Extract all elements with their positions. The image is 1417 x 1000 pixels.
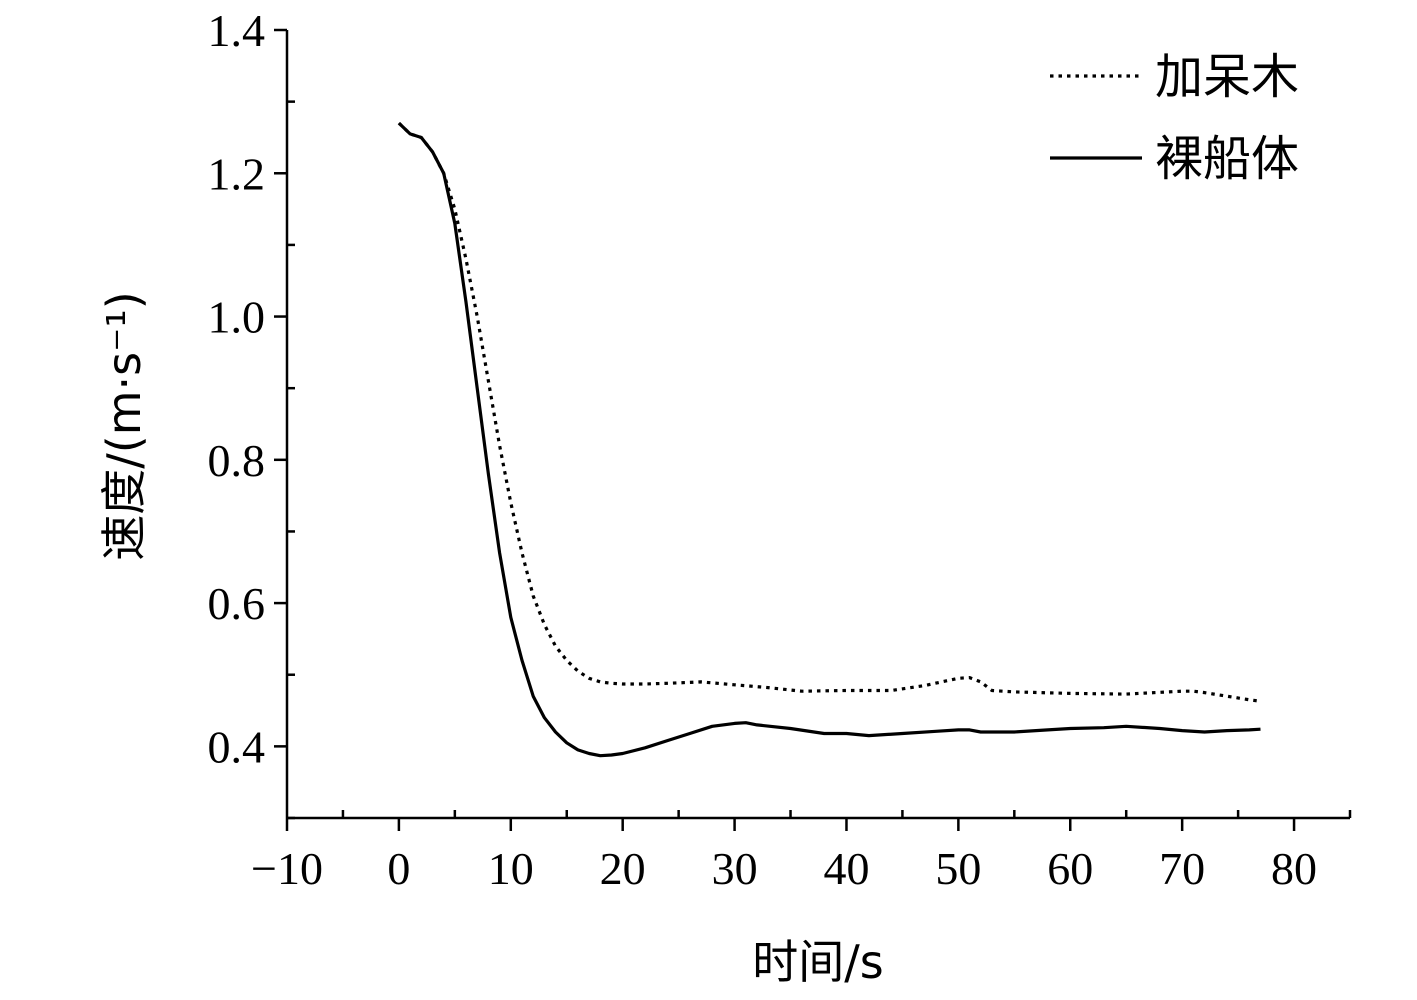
x-tick-label: 50 — [935, 843, 981, 894]
x-tick-label: 10 — [488, 843, 534, 894]
x-tick-label: 30 — [712, 843, 758, 894]
y-ticks: 0.4 0.6 0.8 1.0 1.2 1.4 — [208, 5, 295, 820]
x-tick-label: 60 — [1047, 843, 1093, 894]
legend-label: 裸船体 — [1155, 131, 1299, 187]
axes — [285, 30, 1350, 820]
x-ticks: −10 0 10 20 30 40 50 60 70 80 — [251, 810, 1352, 894]
series-line — [397, 121, 1261, 758]
x-tick-label: 0 — [387, 843, 410, 894]
series-line — [397, 121, 1261, 703]
x-tick-label: 80 — [1271, 843, 1317, 894]
y-tick-label: 1.2 — [208, 148, 266, 199]
x-tick-label: −10 — [251, 843, 323, 894]
y-tick-label: 0.8 — [208, 435, 266, 486]
series-layer — [397, 121, 1261, 758]
x-axis-title: 时间/s — [752, 935, 883, 989]
x-tick-label: 70 — [1159, 843, 1205, 894]
y-axis-title: 速度/(m·s⁻¹) — [97, 291, 151, 561]
y-tick-label: 0.4 — [208, 721, 266, 772]
x-tick-label: 40 — [823, 843, 869, 894]
x-tick-label: 20 — [600, 843, 646, 894]
y-tick-label: 0.6 — [208, 578, 266, 629]
legend-label: 加呆木 — [1155, 49, 1299, 105]
y-tick-label: 1.4 — [208, 5, 266, 56]
y-tick-label: 1.0 — [208, 292, 266, 343]
